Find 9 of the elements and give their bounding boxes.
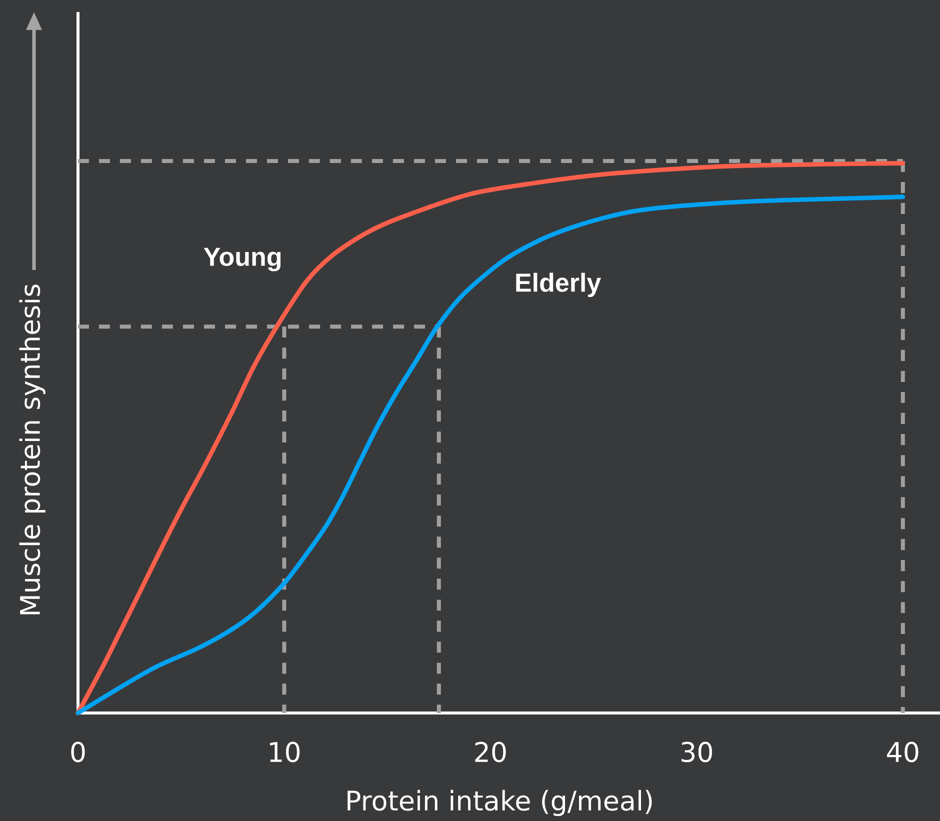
x-tick-label: 0 (71, 742, 85, 762)
series-label: Young (204, 248, 281, 272)
x-tick-label: 40 (887, 742, 918, 762)
x-tick-label: 20 (475, 742, 506, 762)
x-axis-title: Protein intake (g/meal) (348, 790, 652, 816)
series-label: Elderly (516, 272, 602, 298)
x-tick-label: 30 (682, 742, 712, 762)
y-axis-title: Muscle protein synthesis (19, 284, 46, 614)
x-tick-label: 10 (270, 742, 300, 762)
